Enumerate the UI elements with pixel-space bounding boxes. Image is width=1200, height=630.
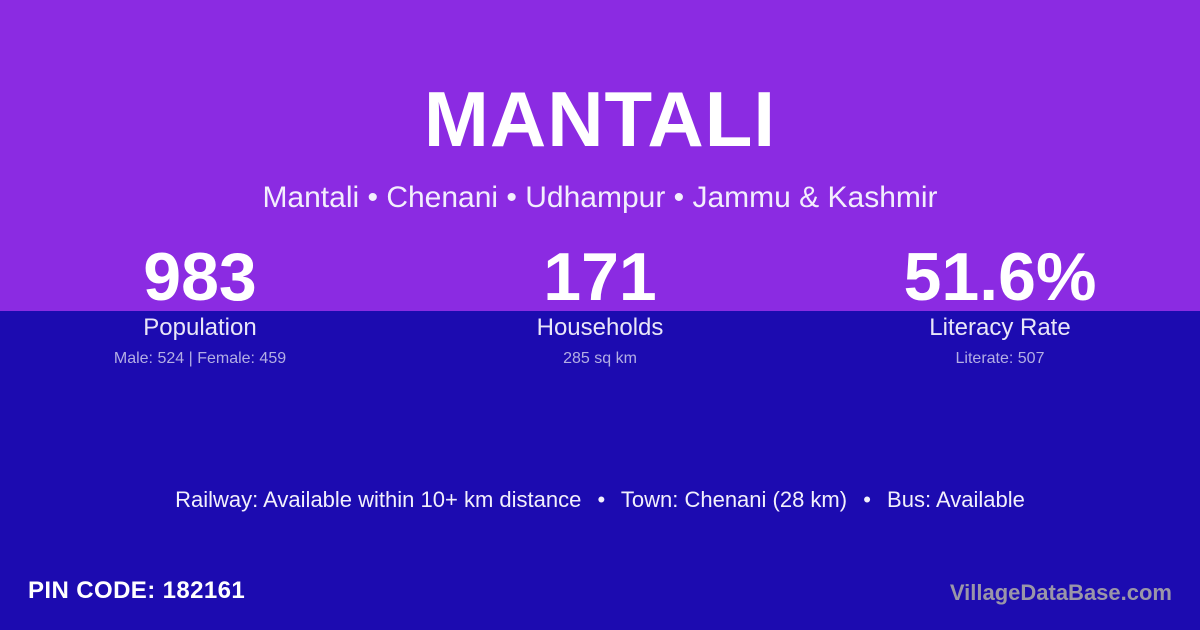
stat-label-households: Households [536,314,664,341]
bullet-separator-icon: • [597,487,606,512]
stats-row: 983 Population Male: 524 | Female: 459 1… [0,243,1200,369]
stat-value-households: 171 [543,239,657,315]
site-watermark: VillageDataBase.com [949,580,1172,605]
stat-households: 171 Households 285 sq km [400,243,800,369]
stat-literacy-rate: 51.6% Literacy Rate Literate: 507 [800,243,1200,369]
transport-info-line: Railway: Available within 10+ km distanc… [0,485,1200,515]
stat-population: 983 Population Male: 524 | Female: 459 [0,243,400,369]
railway-info: Railway: Available within 10+ km distanc… [175,487,582,512]
hero-band [0,0,1200,311]
bus-info: Bus: Available [887,487,1025,512]
bullet-separator-icon: • [863,487,871,512]
stat-value-population: 983 [143,239,257,315]
stat-sub-population: Male: 524 | Female: 459 [113,350,287,367]
stat-sub-households: 285 sq km [563,350,637,367]
stat-label-literacy-rate: Literacy Rate [929,314,1071,341]
pin-code: PIN CODE: 182161 [28,577,246,604]
stat-label-population: Population [143,314,257,341]
town-info: Town: Chenani (28 km) [620,487,848,512]
hero-content: MANTALI Mantali • Chenani • Udhampur • J… [0,0,1200,311]
stat-sub-literacy-rate: Literate: 507 [955,350,1045,367]
page-title: MANTALI [423,75,777,163]
stat-value-literacy-rate: 51.6% [903,239,1097,315]
breadcrumb: Mantali • Chenani • Udhampur • Jammu & K… [262,181,938,214]
